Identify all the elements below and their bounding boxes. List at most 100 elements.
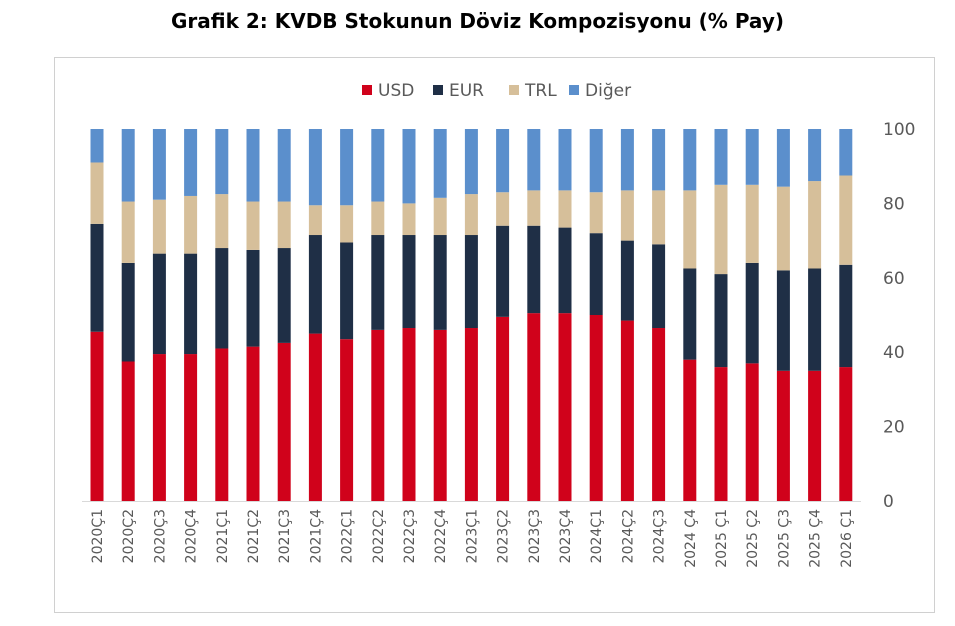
x-tick-label: 2023Ç1 [464,509,480,563]
x-tick-label: 2025 Ç4 [808,509,824,568]
bar-eur-8 [340,242,354,340]
y-tick-label: 40 [883,343,905,363]
x-tick-label: 2020Ç3 [152,509,168,563]
bar-diğer-15 [558,129,572,191]
y-axis: 0 20 40 60 80 100 [883,120,915,512]
x-tick-label: 2021Ç4 [308,509,324,563]
bar-eur-5 [246,249,260,347]
bar-usd-18 [652,328,666,501]
chart-frame: USD EUR TRL Diğer 0 20 40 60 80 100 2020Ç1 2020Ç2… [54,57,935,613]
bar-diğer-7 [308,129,322,206]
bar-diğer-23 [808,129,822,182]
bar-eur-24 [839,264,853,368]
bar-usd-16 [589,315,603,501]
y-tick-label: 80 [883,194,905,214]
legend-swatch-eur [433,85,443,95]
x-tick-label: 2024Ç2 [620,509,636,563]
bar-eur-13 [496,225,510,317]
bar-diğer-24 [839,129,853,176]
bar-diğer-6 [277,129,291,202]
bar-trl-7 [308,205,322,236]
x-axis: 2020Ç1 2020Ç2 2020Ç3 2020Ç4 2021Ç1 2021Ç2 2021… [82,501,861,568]
x-tick-label: 2023Ç3 [527,509,543,563]
bar-diğer-3 [184,129,198,196]
bar-trl-22 [776,186,790,271]
bar-eur-15 [558,227,572,314]
x-tick-label: 2025 Ç3 [776,509,792,568]
y-tick-label: 0 [883,492,894,512]
y-tick-label: 20 [883,418,905,438]
bar-trl-5 [246,201,260,250]
bar-eur-7 [308,235,322,334]
x-tick-label: 2021Ç3 [277,509,293,563]
bar-eur-14 [527,225,541,314]
stacked-bar-chart: USD EUR TRL Diğer 0 20 40 60 80 100 2020Ç1 2020Ç2… [82,81,915,568]
bar-diğer-4 [215,129,229,195]
bar-trl-13 [496,192,510,226]
bar-usd-5 [246,346,260,501]
x-tick-label: 2025 Ç2 [745,509,761,568]
bar-usd-6 [277,342,291,501]
x-tick-label: 2025 Ç1 [714,509,730,568]
bar-trl-21 [745,184,759,263]
bar-diğer-12 [464,129,478,195]
x-tick-label: 2022Ç3 [402,509,418,563]
legend-label-trl: TRL [524,81,557,101]
bar-diğer-13 [496,129,510,193]
bar-diğer-11 [433,129,447,198]
bar-usd-8 [340,339,354,501]
bar-usd-15 [558,313,572,501]
bar-eur-17 [620,240,634,321]
bar-trl-9 [371,201,385,236]
legend-swatch-trl [509,85,519,95]
y-tick-label: 100 [883,120,915,140]
bar-usd-10 [402,328,416,501]
bar-eur-21 [745,262,759,364]
bar-diğer-8 [340,129,354,206]
bar-usd-0 [90,331,104,501]
bar-usd-20 [714,367,728,501]
bar-eur-6 [277,248,291,343]
bar-trl-4 [215,194,229,249]
x-tick-label: 2024 Ç4 [683,509,699,568]
bar-trl-15 [558,190,572,228]
legend-label-diğer: Diğer [585,81,631,101]
bar-usd-21 [745,363,759,501]
y-tick-label: 60 [883,269,905,289]
x-tick-label: 2024Ç1 [589,509,605,563]
bar-diğer-22 [776,129,790,187]
bar-trl-20 [714,184,728,275]
x-tick-label: 2021Ç2 [246,509,262,563]
bar-eur-19 [683,268,697,360]
bar-diğer-0 [90,129,104,163]
bar-trl-10 [402,203,416,236]
bar-trl-19 [683,190,697,269]
bar-diğer-20 [714,129,728,185]
bar-trl-17 [620,190,634,241]
x-tick-label: 2020Ç1 [90,509,106,563]
chart-title: Grafik 2: KVDB Stokunun Döviz Kompozisyo… [170,9,784,33]
bar-diğer-18 [652,129,666,191]
bar-eur-2 [152,253,166,355]
legend: USD EUR TRL Diğer [362,81,631,101]
bar-eur-16 [589,233,603,315]
bar-diğer-17 [620,129,634,191]
bar-eur-11 [433,235,447,330]
bar-diğer-5 [246,129,260,202]
bar-diğer-16 [589,129,603,193]
bar-usd-2 [152,354,166,501]
bar-trl-3 [184,195,198,254]
bar-trl-14 [527,190,541,226]
bar-trl-11 [433,197,447,236]
bar-diğer-1 [121,129,135,202]
legend-swatch-diğer [569,85,579,95]
legend-swatch-usd [362,85,372,95]
bar-usd-3 [184,354,198,501]
bar-eur-3 [184,253,198,355]
bar-usd-23 [808,370,822,501]
bar-usd-17 [620,320,634,501]
bar-eur-18 [652,244,666,329]
bar-trl-12 [464,194,478,236]
bar-usd-13 [496,316,510,501]
bar-usd-24 [839,367,853,501]
